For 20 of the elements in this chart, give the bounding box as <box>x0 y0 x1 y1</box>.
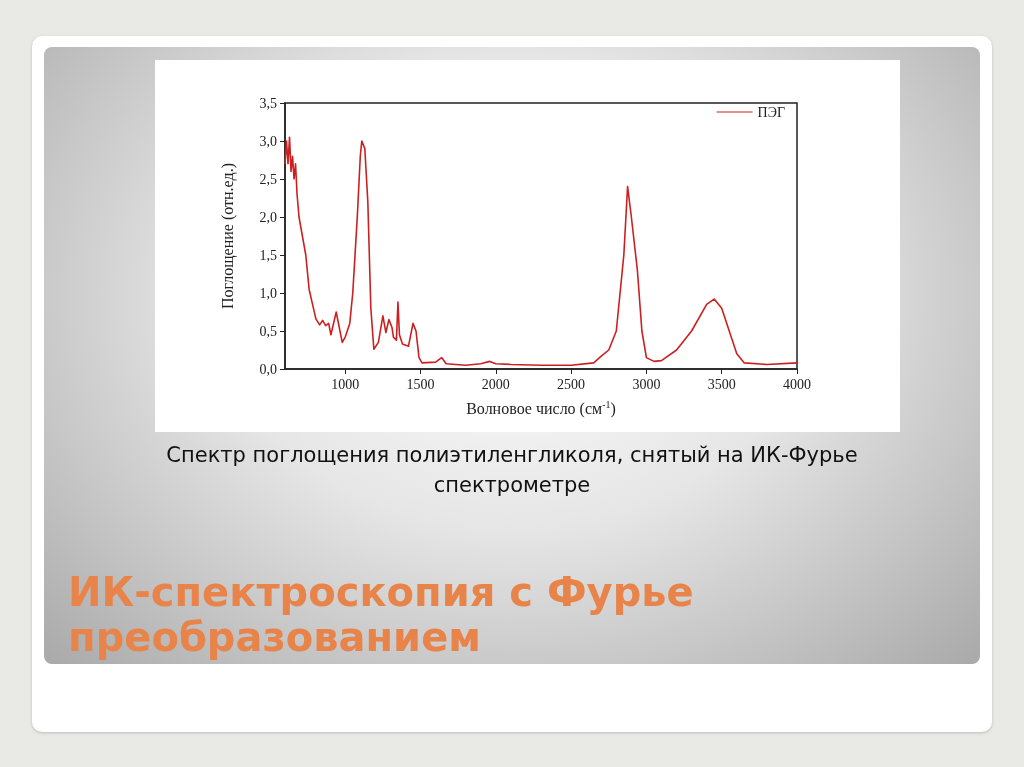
x-tick-label: 1500 <box>406 376 435 392</box>
text: Спектр поглощения полиэтиленгликоля, снятый на ИК-Фурье спектрометре <box>165 442 859 499</box>
x-tick-label: 2500 <box>557 376 586 392</box>
y-tick-label: 3,0 <box>259 133 277 149</box>
text: ИК-спектроскопия с Фурье преобразованием <box>68 569 695 660</box>
line-series <box>284 136 798 366</box>
x-tick-label: 4000 <box>783 376 811 392</box>
legend-label: ПЭГ <box>757 104 786 120</box>
y-axis-title: Поглощение (отн.ед.) <box>218 163 237 309</box>
x-tick-label: 1000 <box>331 376 360 392</box>
y-tick-label: 2,5 <box>259 171 277 187</box>
x-tick-label: 3500 <box>707 376 736 392</box>
x-tick-label: 3000 <box>632 376 661 392</box>
y-tick-label: 2,0 <box>259 209 277 225</box>
y-tick-label: 0,5 <box>259 323 277 339</box>
y-tick-label: 1,5 <box>259 247 277 263</box>
y-tick-label: 1,0 <box>259 285 277 301</box>
x-tick-label: 2000 <box>481 376 510 392</box>
y-tick-label: 3,5 <box>259 95 277 111</box>
y-tick-label: 0,0 <box>259 361 277 377</box>
